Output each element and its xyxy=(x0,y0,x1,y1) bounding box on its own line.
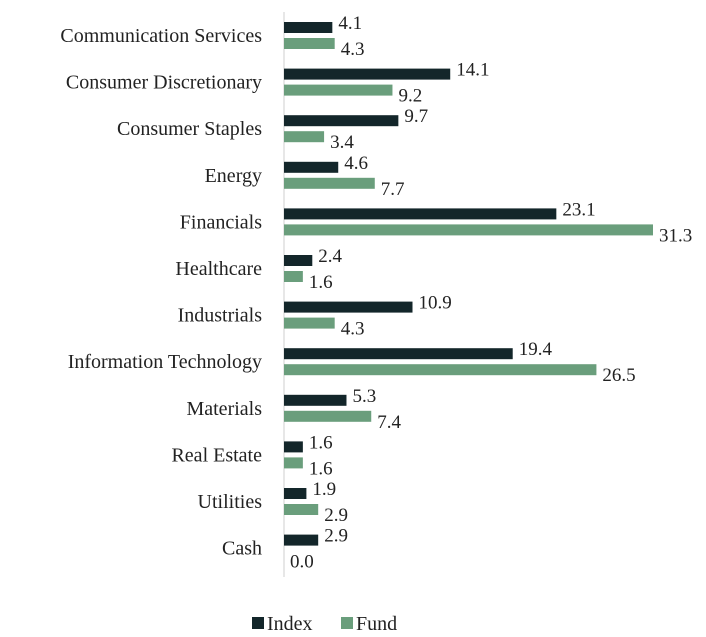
index-bar-information-technology xyxy=(284,348,513,360)
fund-bar-materials xyxy=(284,410,372,422)
legend-swatch-index xyxy=(252,617,264,629)
category-label-materials: Materials xyxy=(186,398,262,420)
index-bar-consumer-discretionary xyxy=(284,68,451,80)
index-value-label-information-technology: 19.4 xyxy=(519,339,553,360)
legend-label-index: Index xyxy=(267,613,313,635)
fund-bar-consumer-staples xyxy=(284,131,325,143)
index-value-label-energy: 4.6 xyxy=(344,153,368,174)
fund-bar-industrials xyxy=(284,317,335,329)
index-bar-industrials xyxy=(284,301,413,313)
fund-value-label-industrials: 4.3 xyxy=(341,319,365,340)
index-bar-communication-services xyxy=(284,22,333,33)
category-label-consumer-discretionary: Consumer Discretionary xyxy=(66,72,262,94)
legend: Index Fund xyxy=(252,613,397,635)
fund-value-label-energy: 7.7 xyxy=(381,179,405,200)
category-label-industrials: Industrials xyxy=(178,305,263,327)
index-bar-cash xyxy=(284,534,319,546)
fund-value-label-real-estate: 1.6 xyxy=(309,458,333,479)
index-bar-real-estate xyxy=(284,441,303,453)
category-label-consumer-staples: Consumer Staples xyxy=(117,118,262,140)
fund-bar-consumer-discretionary xyxy=(284,84,393,96)
fund-value-label-communication-services: 4.3 xyxy=(341,39,365,60)
index-value-label-utilities: 1.9 xyxy=(312,479,336,500)
category-label-healthcare: Healthcare xyxy=(175,258,262,280)
index-value-label-healthcare: 2.4 xyxy=(318,246,342,267)
fund-value-label-cash: 0.0 xyxy=(290,552,314,573)
category-label-cash: Cash xyxy=(222,538,262,560)
category-label-utilities: Utilities xyxy=(198,491,263,513)
fund-value-label-consumer-discretionary: 9.2 xyxy=(398,86,422,107)
fund-bar-energy xyxy=(284,177,375,189)
fund-value-label-consumer-staples: 3.4 xyxy=(330,132,354,153)
category-label-energy: Energy xyxy=(205,165,262,187)
fund-value-label-materials: 7.4 xyxy=(377,412,401,433)
index-bar-consumer-staples xyxy=(284,115,399,127)
fund-value-label-information-technology: 26.5 xyxy=(602,365,635,386)
index-value-label-consumer-staples: 9.7 xyxy=(404,106,428,127)
category-label-communication-services: Communication Services xyxy=(60,25,262,47)
category-label-real-estate: Real Estate xyxy=(171,444,262,466)
legend-label-fund: Fund xyxy=(356,613,397,635)
index-value-label-industrials: 10.9 xyxy=(419,293,452,314)
category-label-information-technology: Information Technology xyxy=(68,351,262,373)
index-value-label-consumer-discretionary: 14.1 xyxy=(456,60,489,81)
index-bar-materials xyxy=(284,394,347,406)
fund-bar-healthcare xyxy=(284,271,303,282)
category-label-financials: Financials xyxy=(180,211,262,233)
index-bar-healthcare xyxy=(284,255,313,266)
index-value-label-materials: 5.3 xyxy=(352,386,376,407)
index-bar-utilities xyxy=(284,488,307,499)
legend-swatch-fund xyxy=(341,617,353,629)
index-value-label-communication-services: 4.1 xyxy=(338,13,362,34)
index-bar-energy xyxy=(284,161,339,173)
index-value-label-cash: 2.9 xyxy=(324,526,348,547)
fund-bar-communication-services xyxy=(284,38,335,49)
fund-bar-utilities xyxy=(284,504,319,515)
chart-marks: Communication Services 4.1 4.3 Consumer Dis… xyxy=(60,13,692,573)
fund-bar-real-estate xyxy=(284,457,303,469)
fund-value-label-utilities: 2.9 xyxy=(324,505,348,526)
index-value-label-real-estate: 1.6 xyxy=(309,432,333,453)
fund-value-label-financials: 31.3 xyxy=(659,225,692,246)
fund-value-label-healthcare: 1.6 xyxy=(309,272,333,293)
index-bar-financials xyxy=(284,208,557,220)
fund-bar-financials xyxy=(284,224,653,236)
index-value-label-financials: 23.1 xyxy=(562,199,595,220)
fund-bar-information-technology xyxy=(284,364,597,376)
